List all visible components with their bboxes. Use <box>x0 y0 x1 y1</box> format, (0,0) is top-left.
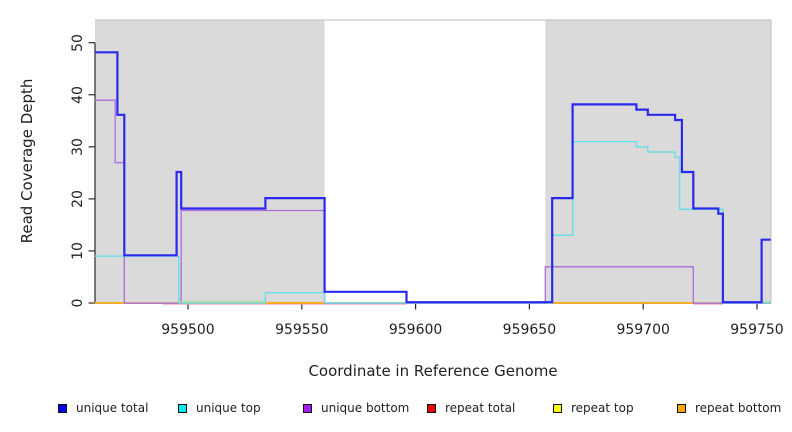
legend-item: unique bottom <box>303 400 409 416</box>
series-unique-total <box>94 51 771 304</box>
legend-label: unique top <box>196 400 261 415</box>
legend-item: repeat total <box>427 400 515 416</box>
y-tick-label: 10 <box>70 242 86 260</box>
series-unique-bottom <box>94 99 771 304</box>
legend-label: repeat top <box>571 400 634 415</box>
legend-item: repeat bottom <box>677 400 781 416</box>
y-tick-label: 50 <box>70 33 86 52</box>
legend-item: unique total <box>58 400 148 416</box>
legend-label: unique bottom <box>321 400 410 415</box>
y-tick-label: 0 <box>70 298 86 308</box>
x-tick-label: 959550 <box>275 322 329 338</box>
x-tick-label: 959650 <box>502 322 557 338</box>
legend: unique total unique top unique bottom repea… <box>0 400 792 420</box>
legend-swatch-icon <box>303 403 312 413</box>
repeat-region <box>95 20 325 303</box>
legend-swatch-icon <box>553 403 562 413</box>
legend-label: repeat total <box>445 400 516 415</box>
legend-swatch-icon <box>677 403 686 413</box>
y-tick-label: 40 <box>70 85 86 104</box>
legend-swatch-icon <box>178 403 187 413</box>
x-tick-label: 959600 <box>388 322 443 338</box>
legend-item: repeat top <box>553 400 634 416</box>
repeat-region <box>545 20 771 303</box>
y-tick-label: 30 <box>70 137 86 156</box>
y-axis-title: Read Coverage Depth <box>18 78 36 244</box>
x-tick-label: 959500 <box>161 322 215 338</box>
x-axis-title: Coordinate in Reference Genome <box>308 362 558 380</box>
legend-swatch-icon <box>427 403 436 413</box>
legend-swatch-icon <box>58 403 67 413</box>
legend-label: repeat bottom <box>695 400 782 415</box>
series-unique-top <box>94 140 771 304</box>
y-tick-label: 20 <box>70 189 86 208</box>
x-tick-label: 959700 <box>616 322 670 338</box>
legend-label: unique total <box>76 400 149 415</box>
x-tick-label: 959750 <box>730 322 784 338</box>
legend-item: unique top <box>178 400 261 416</box>
